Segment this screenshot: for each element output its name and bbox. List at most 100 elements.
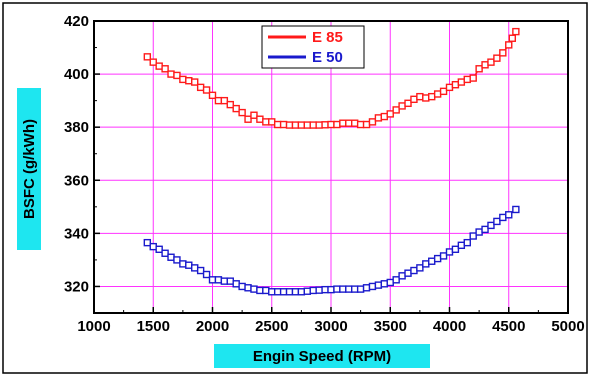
y-tick-label: 340	[64, 225, 89, 242]
x-axis-title-text: Engin Speed (RPM)	[253, 348, 391, 365]
data-point	[149, 242, 157, 251]
x-tick-label: 1500	[137, 318, 170, 335]
data-point	[315, 121, 323, 129]
data-point	[220, 277, 229, 285]
data-point	[297, 121, 306, 129]
data-point	[422, 94, 430, 102]
data-point	[161, 65, 169, 73]
data-point	[351, 119, 359, 127]
data-point	[380, 112, 389, 121]
y-tick-label: 320	[64, 278, 89, 295]
data-point	[143, 238, 152, 247]
data-point	[191, 264, 199, 272]
data-point	[321, 285, 329, 294]
data-point	[208, 91, 217, 100]
legend-box	[261, 25, 365, 69]
data-point	[309, 121, 317, 129]
data-point	[238, 282, 246, 291]
data-point	[463, 75, 471, 84]
data-point	[291, 288, 300, 296]
data-point	[315, 286, 323, 294]
y-tick-label: 380	[64, 119, 89, 136]
data-point	[173, 71, 181, 80]
data-point	[191, 78, 199, 86]
y-tick-label: 360	[64, 172, 89, 189]
data-point	[481, 225, 489, 234]
data-point	[463, 238, 471, 247]
data-point	[179, 260, 187, 268]
x-tick-label: 3500	[374, 318, 407, 335]
data-point	[279, 120, 288, 129]
data-point	[250, 285, 258, 293]
data-point	[493, 54, 501, 62]
data-point	[167, 253, 175, 261]
x-tick-label: 3000	[314, 318, 347, 335]
data-point	[428, 92, 436, 101]
data-point	[273, 120, 282, 129]
data-point	[505, 211, 513, 219]
legend-label-e50: E 50	[312, 49, 343, 66]
legend: E 85 E 50	[261, 25, 365, 69]
data-point	[273, 288, 282, 296]
data-point	[167, 70, 175, 78]
data-point	[404, 269, 412, 277]
series-e50	[143, 205, 520, 296]
data-point	[351, 285, 359, 293]
data-point	[256, 115, 264, 123]
data-point	[327, 285, 335, 294]
data-point	[512, 27, 520, 36]
data-point	[439, 252, 448, 260]
data-point	[345, 285, 353, 293]
data-point	[428, 257, 436, 265]
x-tick-label: 2000	[196, 318, 229, 335]
x-tick-label: 4000	[433, 318, 466, 335]
data-point	[321, 121, 329, 129]
data-point	[196, 266, 205, 275]
data-point	[386, 278, 394, 287]
data-point	[285, 288, 294, 296]
data-point	[220, 96, 229, 105]
data-point	[244, 115, 252, 123]
data-point	[404, 99, 412, 107]
y-tick-label: 400	[64, 66, 89, 83]
data-point	[362, 120, 371, 129]
data-point	[433, 90, 442, 98]
data-point	[505, 41, 513, 49]
data-point	[226, 100, 234, 109]
data-point	[185, 77, 193, 85]
data-point	[380, 280, 389, 288]
data-point	[356, 120, 365, 129]
data-point	[173, 256, 181, 264]
data-point	[161, 249, 169, 257]
data-point	[392, 106, 400, 114]
data-point	[226, 277, 234, 285]
data-point	[493, 217, 501, 226]
data-point	[499, 49, 507, 57]
data-point	[262, 118, 270, 126]
data-point	[433, 254, 442, 263]
data-point	[149, 58, 157, 66]
x-tick-label: 2500	[255, 318, 288, 335]
data-point	[303, 121, 311, 129]
data-point	[202, 86, 211, 94]
data-point	[512, 205, 520, 214]
data-point	[185, 261, 193, 269]
data-point	[469, 74, 477, 82]
data-point	[508, 34, 517, 42]
x-tick-label: 1000	[77, 318, 110, 335]
data-point	[445, 83, 454, 92]
legend-label-e85: E 85	[312, 29, 343, 46]
data-point	[374, 281, 383, 289]
data-point	[457, 241, 466, 250]
data-point	[416, 264, 424, 272]
x-axis-title-background	[214, 344, 430, 368]
data-point	[451, 245, 460, 253]
x-tick-label: 5000	[551, 318, 584, 335]
data-point	[398, 102, 406, 110]
data-point	[439, 87, 448, 96]
data-point	[309, 286, 317, 295]
data-point	[368, 118, 377, 126]
data-point	[303, 287, 311, 295]
